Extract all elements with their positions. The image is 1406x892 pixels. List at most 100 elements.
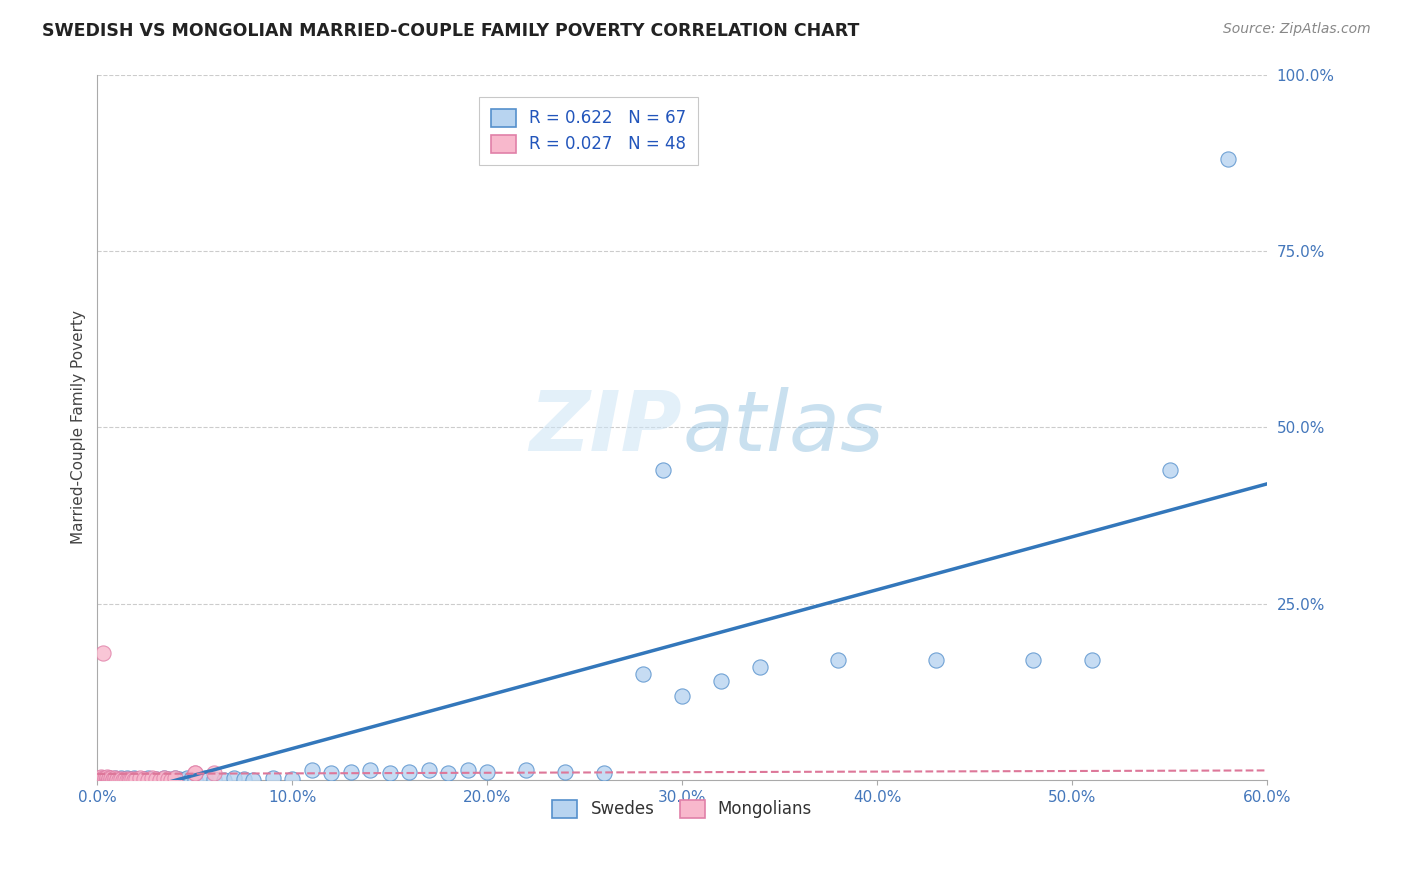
Point — [631, 667, 654, 681]
Point — [242, 772, 264, 787]
Point — [180, 772, 202, 786]
Point — [1022, 653, 1045, 667]
Point — [1216, 152, 1239, 166]
Point — [98, 772, 121, 786]
Point — [91, 772, 114, 787]
Point — [1159, 463, 1181, 477]
Point — [101, 772, 124, 787]
Point — [136, 771, 159, 785]
Point — [156, 772, 179, 786]
Point — [710, 674, 733, 689]
Legend: Swedes, Mongolians: Swedes, Mongolians — [546, 793, 818, 825]
Point — [121, 772, 143, 786]
Point — [477, 764, 499, 779]
Point — [232, 772, 254, 786]
Point — [172, 772, 194, 787]
Point — [94, 771, 117, 785]
Point — [101, 772, 124, 786]
Point — [671, 689, 693, 703]
Point — [149, 772, 172, 787]
Point — [193, 771, 215, 785]
Point — [749, 660, 772, 674]
Point — [167, 772, 190, 786]
Point — [129, 771, 152, 785]
Point — [165, 771, 187, 785]
Point — [89, 772, 111, 787]
Point — [115, 771, 138, 785]
Point — [160, 772, 183, 787]
Point — [202, 766, 225, 780]
Point — [100, 772, 122, 787]
Point — [398, 764, 420, 779]
Point — [104, 772, 127, 787]
Point — [827, 653, 849, 667]
Point — [134, 772, 156, 786]
Point — [110, 771, 132, 785]
Point — [111, 772, 134, 787]
Point — [359, 764, 381, 778]
Point — [90, 771, 112, 785]
Point — [160, 772, 183, 787]
Text: atlas: atlas — [682, 387, 884, 468]
Point — [301, 763, 323, 777]
Point — [94, 772, 117, 787]
Point — [145, 772, 167, 786]
Point — [120, 772, 142, 787]
Point — [115, 772, 138, 787]
Point — [94, 771, 117, 785]
Point — [125, 772, 148, 786]
Point — [152, 771, 174, 785]
Point — [321, 766, 343, 780]
Point — [96, 772, 118, 787]
Point — [1080, 653, 1102, 667]
Y-axis label: Married-Couple Family Poverty: Married-Couple Family Poverty — [72, 310, 86, 544]
Point — [593, 766, 616, 780]
Point — [152, 771, 174, 785]
Point — [104, 771, 127, 785]
Point — [114, 772, 136, 786]
Point — [156, 772, 179, 786]
Point — [136, 772, 159, 787]
Point — [124, 771, 146, 785]
Point — [107, 772, 129, 787]
Text: ZIP: ZIP — [530, 387, 682, 468]
Point — [418, 763, 440, 777]
Point — [141, 771, 163, 785]
Point — [120, 772, 142, 786]
Point — [110, 772, 132, 786]
Point — [98, 771, 121, 785]
Point — [125, 772, 148, 786]
Point — [96, 772, 118, 786]
Point — [222, 771, 245, 785]
Point — [94, 772, 117, 787]
Point — [262, 771, 284, 785]
Point — [100, 772, 122, 787]
Point — [105, 772, 128, 787]
Point — [651, 463, 673, 477]
Point — [554, 764, 576, 779]
Point — [91, 646, 114, 660]
Point — [145, 772, 167, 786]
Point — [121, 772, 143, 787]
Point — [184, 766, 207, 780]
Text: Source: ZipAtlas.com: Source: ZipAtlas.com — [1223, 22, 1371, 37]
Point — [515, 763, 537, 777]
Point — [281, 772, 304, 786]
Point — [457, 764, 479, 778]
Point — [117, 772, 139, 787]
Point — [117, 772, 139, 786]
Point — [111, 772, 134, 787]
Point — [98, 772, 121, 787]
Point — [107, 772, 129, 786]
Point — [105, 772, 128, 786]
Point — [98, 771, 121, 785]
Point — [184, 766, 207, 780]
Point — [96, 772, 118, 786]
Point — [91, 771, 114, 785]
Point — [924, 653, 946, 667]
Text: SWEDISH VS MONGOLIAN MARRIED-COUPLE FAMILY POVERTY CORRELATION CHART: SWEDISH VS MONGOLIAN MARRIED-COUPLE FAMI… — [42, 22, 859, 40]
Point — [165, 771, 187, 785]
Point — [176, 771, 198, 785]
Point — [89, 771, 111, 785]
Point — [104, 771, 127, 785]
